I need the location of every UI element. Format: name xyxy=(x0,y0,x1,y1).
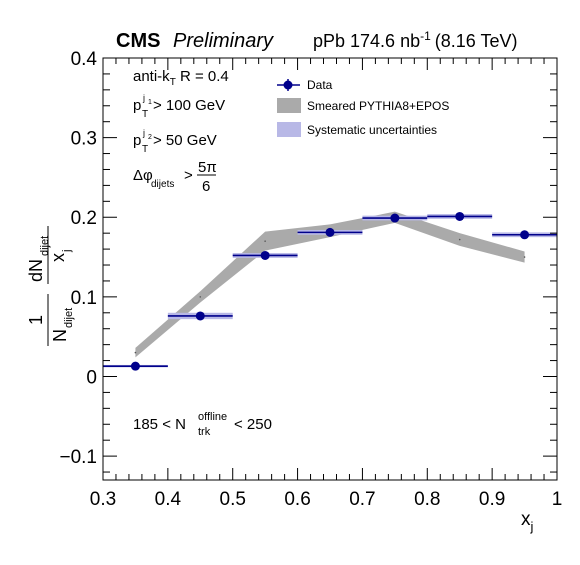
lumi-exp: -1 xyxy=(420,29,431,43)
svg-text:dN: dN xyxy=(26,259,46,282)
data-point xyxy=(455,211,465,221)
svg-text:Data: Data xyxy=(307,78,333,92)
data-point xyxy=(520,230,530,240)
mc-point xyxy=(199,296,202,298)
y-tick-label: 0.4 xyxy=(71,49,98,70)
data-point xyxy=(325,227,335,237)
lumi-energy: (8.16 TeV) xyxy=(435,31,518,51)
data-point xyxy=(195,311,205,321)
algo-annotation: anti-kT R = 0.4 xyxy=(133,68,229,88)
svg-text:j: j xyxy=(142,128,145,138)
y-tick-label: −0.1 xyxy=(59,447,97,468)
svg-text:1: 1 xyxy=(148,99,152,106)
mc-point xyxy=(264,240,266,242)
x-tick-label: 0.9 xyxy=(479,489,505,510)
svg-text:x: x xyxy=(48,253,68,262)
svg-text:Δφ: Δφ xyxy=(133,167,153,184)
svg-text:> 100 GeV: > 100 GeV xyxy=(153,97,225,114)
svg-text:j: j xyxy=(61,250,73,253)
svg-text:185 < N: 185 < N xyxy=(133,416,186,433)
x-axis-label: xj xyxy=(521,509,534,534)
legend-entry-pythia: Smeared PYTHIA8+EPOS xyxy=(277,98,449,113)
svg-text:2: 2 xyxy=(148,134,152,141)
pt2-annotation: p j 2 T > 50 GeV xyxy=(133,128,217,155)
svg-text:trk: trk xyxy=(198,426,211,438)
x-tick-label: 0.6 xyxy=(284,489,310,510)
mc-point xyxy=(523,256,526,258)
experiment-label: CMS xyxy=(116,30,160,52)
mc-point xyxy=(458,238,461,241)
data-point xyxy=(260,250,270,260)
y-axis-label: 1 N dijet dN dijet x j xyxy=(26,226,75,346)
x-tick-label: 1 xyxy=(552,489,563,510)
svg-text:p: p xyxy=(133,132,141,149)
x-tick-label: 0.4 xyxy=(155,489,182,510)
mc-band xyxy=(135,211,525,358)
plot-area: 0.3 0.4 0.5 0.6 0.7 0.8 0.9 1 −0.1 0 0.1 0.2 0.3 0.4 xyxy=(59,49,562,510)
svg-text:dijet: dijet xyxy=(39,236,51,256)
svg-text:>: > xyxy=(184,167,193,184)
data-point xyxy=(130,361,140,371)
svg-text:1: 1 xyxy=(26,315,46,325)
y-tick-label: 0.2 xyxy=(71,208,97,229)
svg-text:j: j xyxy=(142,93,145,103)
dphi-annotation: Δφ dijets > 5π 6 xyxy=(133,159,217,195)
y-tick-label: 0.1 xyxy=(71,288,97,309)
lumi-label: pPb 174.6 nb-1 (8.16 TeV) xyxy=(313,29,518,51)
y-tick-label: 0 xyxy=(86,367,97,388)
mc-point xyxy=(134,351,137,354)
lumi-main: pPb 174.6 nb xyxy=(313,31,420,51)
svg-text:Systematic uncertainties: Systematic uncertainties xyxy=(307,123,437,137)
x-tick-label: 0.8 xyxy=(414,489,440,510)
x-tick-label: 0.7 xyxy=(349,489,375,510)
y-tick-label: 0.3 xyxy=(71,129,97,150)
data-point xyxy=(390,213,400,223)
legend-entry-data: Data xyxy=(277,78,333,92)
ntrk-annotation: 185 < N offline trk < 250 xyxy=(133,411,272,438)
svg-text:offline: offline xyxy=(198,411,227,423)
legend-entry-systematics: Systematic uncertainties xyxy=(277,122,437,137)
svg-text:T: T xyxy=(142,109,148,120)
svg-text:T: T xyxy=(142,144,148,155)
svg-text:Smeared PYTHIA8+EPOS: Smeared PYTHIA8+EPOS xyxy=(307,99,449,113)
plot-frame xyxy=(102,57,558,481)
svg-text:dijets: dijets xyxy=(151,179,174,190)
x-tick-label: 0.5 xyxy=(220,489,246,510)
svg-text:> 50 GeV: > 50 GeV xyxy=(153,132,217,149)
x-tick-label: 0.3 xyxy=(90,489,116,510)
svg-text:p: p xyxy=(133,97,141,114)
svg-text:5π: 5π xyxy=(198,159,217,176)
svg-text:N: N xyxy=(50,329,70,342)
svg-text:6: 6 xyxy=(202,178,210,195)
pt1-annotation: p j 1 T > 100 GeV xyxy=(133,93,225,120)
legend: Data Smeared PYTHIA8+EPOS Systematic unc… xyxy=(277,78,449,137)
status-label: Preliminary xyxy=(173,30,274,52)
svg-text:< 250: < 250 xyxy=(234,416,272,433)
svg-text:dijet: dijet xyxy=(63,308,75,328)
